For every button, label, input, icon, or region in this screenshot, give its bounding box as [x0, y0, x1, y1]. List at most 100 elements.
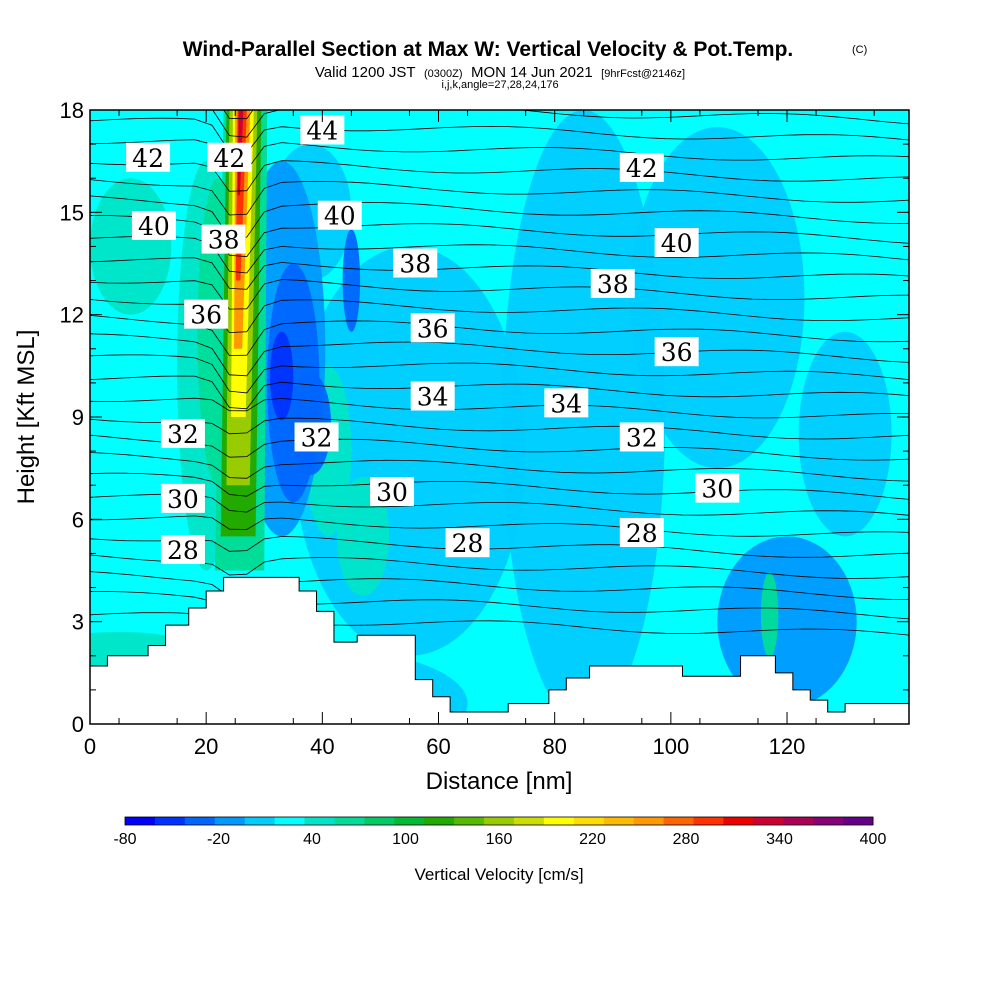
- colorbar: -80 -20 40 100 160 220 280 340 400: [113, 816, 887, 848]
- x-tick-label: 100: [652, 734, 689, 759]
- contour-label-box: [654, 337, 699, 367]
- contour-label: 36: [184, 299, 229, 330]
- contour-label: 30: [695, 473, 740, 504]
- colorbar-swatch: [154, 817, 186, 825]
- x-tick-label: 20: [194, 734, 218, 759]
- theta-contour-line: [90, 179, 909, 216]
- y-tick-label: 6: [72, 507, 84, 532]
- theta-contour-line: [90, 434, 909, 461]
- colorbar-tick-label: 160: [486, 831, 513, 848]
- contour-label-text: 28: [167, 536, 199, 565]
- contour-label-box: [445, 528, 490, 558]
- y-tick-label: 0: [72, 712, 84, 737]
- contour-label-box: [160, 483, 205, 513]
- colorbar-tick-label: 280: [673, 831, 700, 848]
- colorbar-swatch: [244, 817, 276, 825]
- contour-label-text: 42: [626, 154, 658, 183]
- contour-label-box: [695, 473, 740, 503]
- colorbar-label: Vertical Velocity [cm/s]: [414, 865, 583, 884]
- contour-label: 40: [317, 200, 362, 231]
- contour-label: 36: [654, 337, 699, 367]
- x-tick-label: 40: [310, 734, 334, 759]
- colorbar-swatch: [304, 817, 335, 825]
- contour-label: 30: [370, 477, 415, 507]
- contour-label: 34: [544, 388, 589, 418]
- contour-label-box: [201, 224, 246, 254]
- contour-label-text: 36: [417, 314, 449, 343]
- contour-label-box: [393, 248, 438, 278]
- contour-label: 42: [619, 152, 664, 183]
- colorbar-tick-label: 40: [303, 831, 321, 848]
- colorbar-swatch: [394, 817, 425, 825]
- colorbar-tick-label: 100: [392, 831, 419, 848]
- contour-label-text: 34: [417, 383, 449, 412]
- contour-label: 42: [126, 142, 171, 173]
- theta-contour-line: [90, 160, 909, 192]
- colorbar-swatch: [663, 817, 694, 825]
- valid-time: Valid 1200 JST: [315, 64, 416, 81]
- contour-label-text: 32: [301, 423, 333, 452]
- colorbar-swatch: [783, 817, 814, 825]
- theta-contour-labels: 42 42 44 42 40 38 40 38 40 38 36 36 36 34 34 32 32 32 30 30…: [126, 115, 740, 565]
- valid-utc: (0300Z): [424, 68, 463, 80]
- contour-label: 40: [131, 210, 176, 241]
- velocity-region: [90, 178, 172, 315]
- colorbar-swatch: [364, 817, 395, 825]
- contour-label-text: 40: [138, 212, 170, 241]
- contour-label-text: 30: [701, 475, 733, 504]
- colorbar-tick-label: -20: [207, 831, 230, 848]
- contour-label-box: [131, 210, 176, 240]
- contour-label: 36: [410, 313, 455, 343]
- contour-label: 38: [201, 224, 246, 255]
- contour-label-box: [317, 200, 362, 230]
- forecast-info: [9hrFcst@2146z]: [601, 68, 685, 80]
- contour-label-text: 30: [376, 478, 408, 507]
- contour-label-box: [370, 477, 415, 507]
- x-axis: 0 20 40 60 80 100 120: [84, 110, 875, 759]
- colorbar-swatch: [214, 817, 246, 825]
- contour-label-box: [160, 535, 205, 565]
- colorbar-swatch: [454, 817, 485, 825]
- theta-contour-line: [90, 354, 909, 394]
- valid-date: MON 14 Jun 2021: [471, 64, 593, 81]
- theta-contour-line: [90, 493, 909, 516]
- contour-label: 42: [207, 142, 252, 173]
- colorbar-swatch: [484, 817, 515, 825]
- contour-label-text: 28: [626, 519, 658, 548]
- contour-label: 40: [654, 228, 699, 258]
- velocity-region: [798, 331, 892, 537]
- velocity-region: [342, 229, 361, 332]
- colorbar-tick-label: 400: [860, 831, 887, 848]
- contour-label-box: [184, 299, 229, 329]
- theta-contour-line: [223, 110, 254, 120]
- colorbar-swatch: [753, 817, 784, 825]
- contour-label: 32: [160, 419, 205, 449]
- colorbar-tick-label: -80: [113, 831, 136, 848]
- colorbar-swatch: [693, 817, 724, 825]
- chart-title: Wind-Parallel Section at Max W: Vertical…: [183, 38, 794, 61]
- contour-label-box: [410, 381, 455, 411]
- colorbar-swatch: [334, 817, 365, 825]
- contour-label-text: 42: [213, 144, 245, 173]
- contour-label-box: [619, 517, 664, 547]
- colorbar-swatch: [633, 817, 665, 825]
- contour-label: 32: [294, 422, 339, 452]
- y-tick-label: 18: [60, 98, 84, 123]
- colorbar-frame: [124, 816, 874, 826]
- contour-label-box: [590, 268, 635, 298]
- y-axis-label: Height [Kft MSL]: [13, 330, 40, 505]
- theta-contour-line: [90, 472, 909, 500]
- colorbar-swatch: [274, 817, 306, 825]
- theta-contour-line: [90, 257, 909, 290]
- theta-contour-line: [90, 515, 909, 537]
- contour-label-text: 42: [132, 144, 164, 173]
- contour-label-box: [207, 142, 252, 172]
- colorbar-swatch: [723, 817, 754, 825]
- y-tick-label: 9: [72, 405, 84, 430]
- copyright-mark: (C): [852, 44, 867, 56]
- x-tick-label: 0: [84, 734, 96, 759]
- contour-label-text: 30: [167, 485, 199, 514]
- contour-label-text: 36: [661, 338, 693, 367]
